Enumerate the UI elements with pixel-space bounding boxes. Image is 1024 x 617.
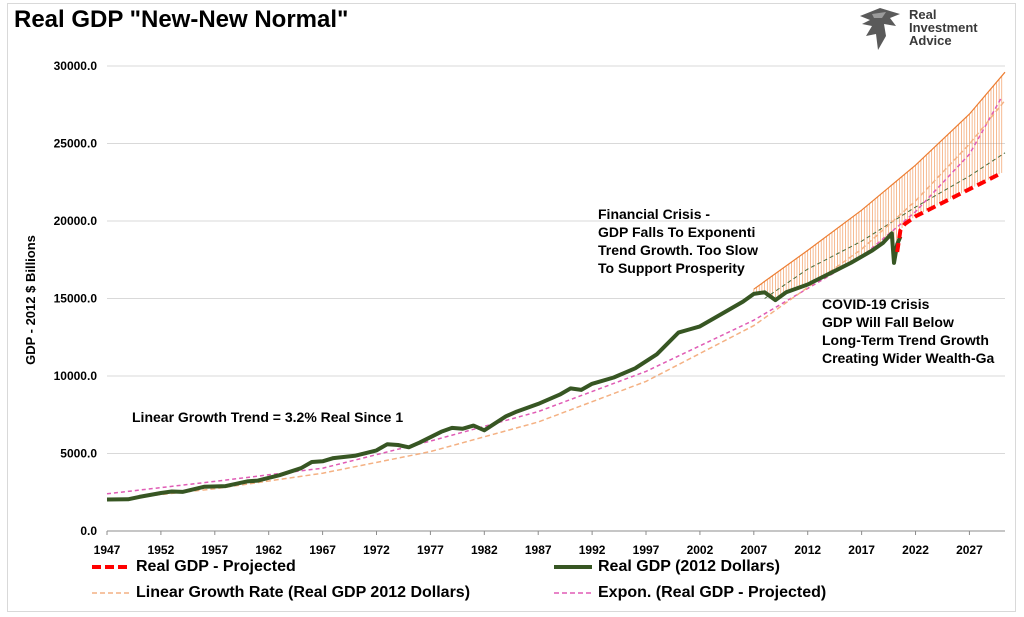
- x-tick-label: 1952: [148, 543, 175, 557]
- x-tick-label: 1972: [363, 543, 390, 557]
- annotation-line: Linear Growth Trend = 3.2% Real Since 1: [132, 409, 403, 425]
- annotation-line: To Support Prosperity: [598, 260, 745, 276]
- annotations: Financial Crisis - GDP Falls To Exponenti…: [132, 206, 995, 425]
- chart-title: Real GDP "New-New Normal": [14, 6, 349, 33]
- y-tick-label: 20000.0: [54, 214, 98, 228]
- trend-extension-line: [764, 152, 1006, 299]
- x-tick-labels: 1947 1952 1957 1962 1967 1972 1977 1982 1987 1992…: [94, 531, 983, 557]
- x-tick-label: 1947: [94, 543, 121, 557]
- legend-swatch: [92, 592, 130, 594]
- y-tick-label: 0.0: [80, 524, 97, 538]
- y-tick-label: 30000.0: [54, 59, 98, 73]
- logo-line-3: Advice: [909, 33, 952, 48]
- brand-logo: Real Investment Advice: [856, 6, 1006, 52]
- y-tick-label: 10000.0: [54, 369, 98, 383]
- legend-swatch: [554, 592, 592, 594]
- legend-item: Linear Growth Rate (Real GDP 2012 Dollar…: [90, 584, 470, 602]
- annotation-line: Trend Growth. Too Slow: [598, 242, 758, 258]
- legend-label: Expon. (Real GDP - Projected): [598, 584, 827, 601]
- y-tick-label: 25000.0: [54, 137, 98, 151]
- expon-trend-line: [106, 96, 1003, 495]
- x-tick-label: 1967: [309, 543, 336, 557]
- real-gdp-line: [106, 231, 903, 502]
- gap-fill-area: [753, 76, 1003, 301]
- chart-frame: [7, 3, 1016, 612]
- x-tick-label: 2007: [740, 543, 767, 557]
- y-tick-label: 5000.0: [60, 447, 97, 461]
- legend-label: Linear Growth Rate (Real GDP 2012 Dollar…: [136, 584, 471, 601]
- legend-swatch: [554, 564, 592, 569]
- annotation-line: Financial Crisis -: [598, 206, 710, 222]
- annotation-line: GDP Falls To Exponenti: [598, 224, 755, 240]
- x-tick-label: 1987: [525, 543, 552, 557]
- x-tick-label: 1997: [633, 543, 660, 557]
- gridlines: [107, 65, 1005, 532]
- annotation-line: GDP Will Fall Below: [822, 314, 954, 330]
- x-tick-label: 1982: [471, 543, 498, 557]
- y-tick-labels: 0.0 5000.0 10000.0 15000.0 20000.0 25000.0 300…: [54, 59, 98, 538]
- x-tick-label: 2022: [902, 543, 929, 557]
- x-tick-label: 2027: [956, 543, 983, 557]
- x-tick-label: 1957: [201, 543, 228, 557]
- legend-swatch: [92, 564, 130, 569]
- x-tick-label: 2017: [848, 543, 875, 557]
- annotation-line: COVID-19 Crisis: [822, 296, 930, 312]
- x-tick-label: 1992: [579, 543, 606, 557]
- upper-band-line: [753, 71, 1006, 290]
- annotation-line: Creating Wider Wealth-Ga: [822, 350, 995, 366]
- linear-trend-line: [106, 99, 1006, 502]
- y-axis-label: GDP - 2012 $ Billions: [23, 235, 38, 365]
- logo-line-2: Investment: [909, 20, 978, 35]
- legend-item: Expon. (Real GDP - Projected): [552, 584, 826, 602]
- annotation-line: Long-Term Trend Growth: [822, 332, 989, 348]
- x-tick-label: 1977: [417, 543, 444, 557]
- legend-item: Real GDP - Projected: [90, 558, 296, 576]
- series-lines: [106, 71, 1006, 502]
- legend-label: Real GDP - Projected: [136, 558, 296, 575]
- legend-item: Real GDP (2012 Dollars): [552, 558, 780, 576]
- legend-label: Real GDP (2012 Dollars): [598, 558, 781, 575]
- logo-text: Real Investment Advice: [909, 8, 978, 47]
- x-tick-label: 2002: [687, 543, 714, 557]
- x-tick-label: 2012: [794, 543, 821, 557]
- eagle-logo-icon: [860, 8, 900, 50]
- y-tick-label: 15000.0: [54, 292, 98, 306]
- logo-line-1: Real: [909, 7, 937, 22]
- x-tick-label: 1962: [255, 543, 282, 557]
